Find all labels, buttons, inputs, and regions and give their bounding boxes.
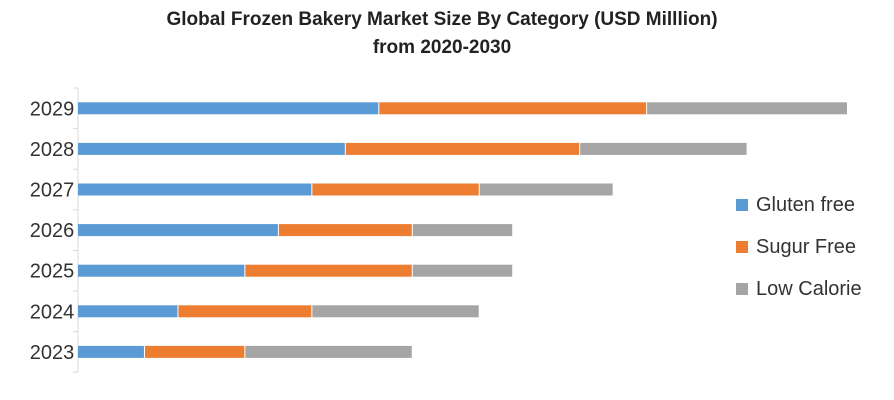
bar-2026-sugur-free	[278, 224, 412, 237]
chart-title-line: Global Frozen Bakery Market Size By Cate…	[166, 9, 718, 30]
bar-2023-gluten-free	[78, 345, 144, 358]
bar-2024-sugur-free	[178, 305, 312, 318]
legend-swatch-sugur-free	[736, 241, 748, 253]
bar-2025-gluten-free	[78, 264, 245, 277]
legend-item-gluten-free: Gluten free	[736, 184, 862, 226]
legend-label-gluten-free: Gluten free	[756, 193, 855, 216]
bar-2028-low-calorie	[580, 142, 747, 155]
bar-2024-gluten-free	[78, 305, 178, 318]
bar-2028-sugur-free	[345, 142, 580, 155]
chart-subtitle: from 2020-2030	[372, 37, 512, 58]
chart-title: Global Frozen Bakery Market Size By Cate…	[0, 6, 884, 62]
y-tick-label-2027: 2027	[30, 180, 75, 202]
legend-item-low-calorie: Low Calorie	[736, 268, 862, 310]
bar-2026-gluten-free	[78, 224, 278, 237]
y-tick-label-2029: 2029	[30, 98, 75, 120]
bar-2027-sugur-free	[312, 183, 479, 196]
bar-2025-sugur-free	[245, 264, 412, 277]
bar-2023-sugur-free	[144, 345, 245, 358]
bar-2029-gluten-free	[78, 102, 379, 115]
legend-item-sugur-free: Sugur Free	[736, 226, 862, 268]
bar-2029-sugur-free	[379, 102, 647, 115]
bar-2027-gluten-free	[78, 183, 312, 196]
y-tick-label-2024: 2024	[30, 301, 75, 323]
bar-2026-low-calorie	[412, 224, 513, 237]
legend-label-sugur-free: Sugur Free	[756, 235, 857, 258]
legend: Gluten free Sugur Free Low Calorie	[736, 184, 862, 310]
bar-2023-low-calorie	[245, 345, 412, 358]
bar-2029-low-calorie	[647, 102, 847, 115]
legend-swatch-low-calorie	[736, 283, 748, 295]
legend-label-low-calorie: Low Calorie	[756, 277, 862, 300]
legend-swatch-gluten-free	[736, 199, 748, 211]
bar-2028-gluten-free	[78, 142, 345, 155]
y-tick-label-2025: 2025	[30, 261, 75, 283]
bar-2024-low-calorie	[312, 305, 479, 318]
y-tick-label-2028: 2028	[30, 139, 75, 161]
y-tick-label-2023: 2023	[30, 342, 75, 364]
bar-2025-low-calorie	[412, 264, 513, 277]
bar-2027-low-calorie	[479, 183, 613, 196]
y-tick-label-2026: 2026	[30, 220, 75, 242]
